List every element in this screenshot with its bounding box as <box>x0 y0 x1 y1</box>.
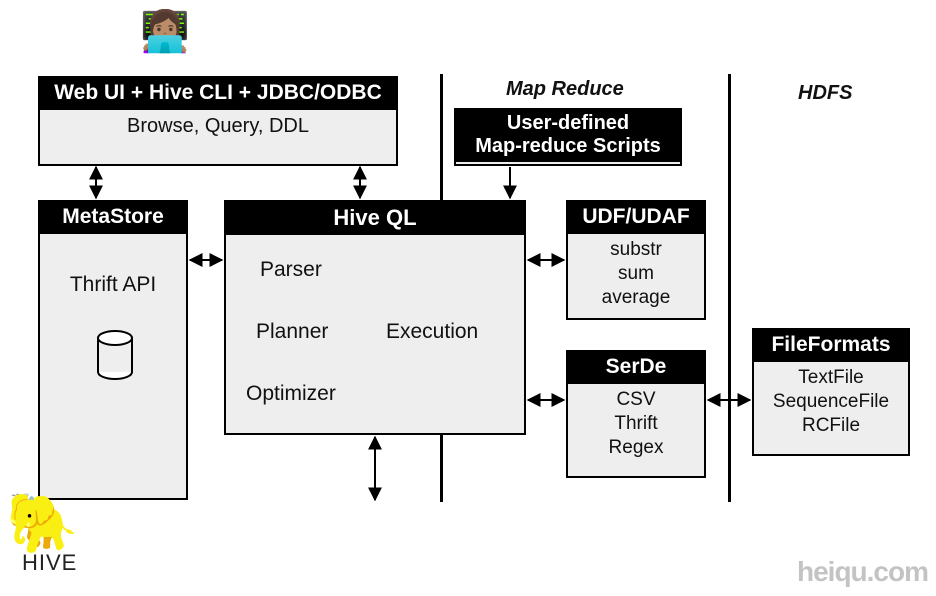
fileformats-header: FileFormats <box>754 330 908 362</box>
serde-body: CSV Thrift Regex <box>568 384 704 463</box>
serde-line-0: CSV <box>572 388 700 412</box>
metastore-header: MetaStore <box>40 202 186 234</box>
serde-box: SerDe CSV Thrift Regex <box>566 350 706 478</box>
mrscripts-header: User-defined Map-reduce Scripts <box>456 110 680 162</box>
hdfs-label: HDFS <box>798 82 852 105</box>
serde-line-2: Regex <box>572 436 700 460</box>
hive-logo: 🐝 🐘 HIVE <box>6 490 116 580</box>
fileformats-body: TextFile SequenceFile RCFile <box>754 362 908 441</box>
mapreduce-label: Map Reduce <box>506 78 624 101</box>
udf-line-2: average <box>572 286 700 310</box>
udf-line-1: sum <box>572 262 700 286</box>
hiveql-execution: Execution <box>386 320 478 344</box>
hiveql-planner: Planner <box>256 320 328 344</box>
fileformats-box: FileFormats TextFile SequenceFile RCFile <box>752 328 910 456</box>
fileformats-line-1: SequenceFile <box>758 390 904 414</box>
udf-body: substr sum average <box>568 234 704 313</box>
client-body: Browse, Query, DDL <box>40 110 396 143</box>
mrscripts-box: User-defined Map-reduce Scripts <box>454 108 682 166</box>
hiveql-header: Hive QL <box>226 202 524 235</box>
hive-logo-text: HIVE <box>22 550 77 576</box>
udf-line-0: substr <box>572 238 700 262</box>
serde-header: SerDe <box>568 352 704 384</box>
fileformats-line-0: TextFile <box>758 366 904 390</box>
udf-header: UDF/UDAF <box>568 202 704 234</box>
hiveql-optimizer: Optimizer <box>246 382 336 406</box>
serde-line-1: Thrift <box>572 412 700 436</box>
divider-mr-right <box>728 74 731 502</box>
client-box: Web UI + Hive CLI + JDBC/ODBC Browse, Qu… <box>38 76 398 166</box>
user-computer-icon: 👩🏽‍💻 <box>140 12 190 52</box>
hiveql-box: Hive QL Parser Planner Execution Optimiz… <box>224 200 526 435</box>
metastore-body: Thrift API <box>40 268 186 302</box>
client-header: Web UI + Hive CLI + JDBC/ODBC <box>40 78 396 110</box>
hiveql-parser: Parser <box>260 258 322 282</box>
elephant-icon: 🐘 <box>6 491 78 556</box>
db-cylinder-icon <box>96 330 134 382</box>
watermark-text: heiqu.com <box>797 556 928 588</box>
udf-box: UDF/UDAF substr sum average <box>566 200 706 320</box>
fileformats-line-2: RCFile <box>758 414 904 438</box>
